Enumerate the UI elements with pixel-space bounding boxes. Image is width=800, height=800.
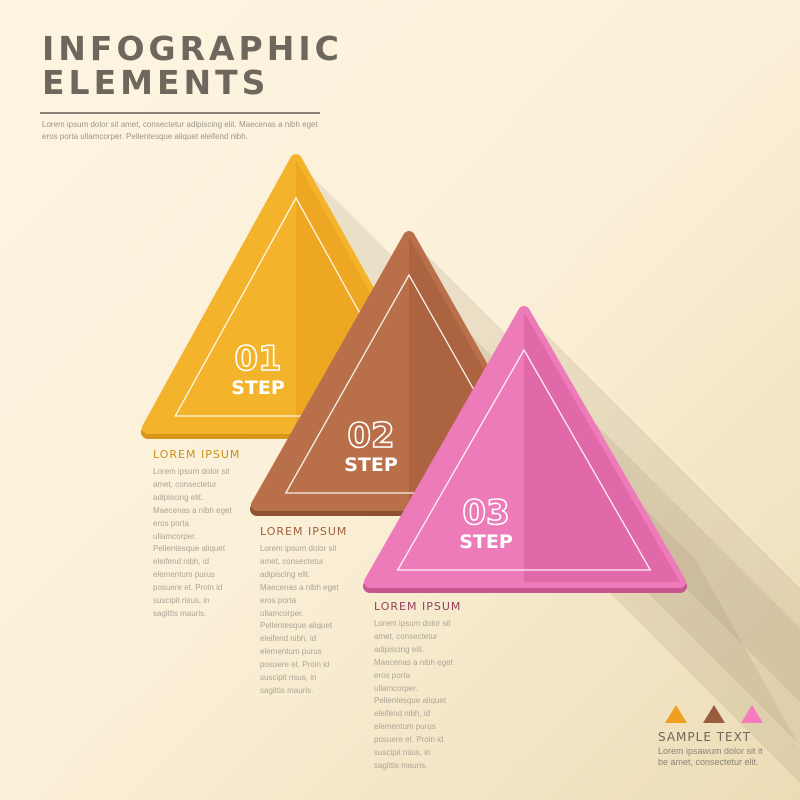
step-3-body: Lorem ipsum dolor sit amet, consectetur … [374, 619, 453, 770]
step-1-label: STEP [231, 377, 285, 399]
step-3-long-shadow [524, 312, 800, 702]
step-1-description: LOREM IPSUM Lorem ipsum dolor sit amet, … [153, 448, 263, 621]
legend-triangle-pink-icon [741, 705, 763, 723]
step-3-shaded-half [524, 312, 680, 582]
legend: SAMPLE TEXT Lorem ipsawum dolor sit it b… [658, 704, 764, 768]
title-line-1: INFOGRAPHIC [42, 29, 343, 68]
step-2-heading: LOREM IPSUM [260, 525, 348, 538]
step-3-inner-outline [396, 348, 652, 571]
step-1-inner-outline [174, 196, 418, 417]
step-3-description: LOREM IPSUM Lorem ipsum dolor sit amet, … [374, 600, 484, 773]
step-2-body: Lorem ipsum dolor sit amet, consectetur … [260, 544, 339, 695]
step-1-number: 01 [234, 339, 281, 379]
step-2-inner-outline [284, 273, 534, 494]
step-3-label: STEP [459, 531, 513, 553]
step-3-heading: LOREM IPSUM [374, 600, 462, 613]
step-2-label: STEP [344, 454, 398, 476]
page-title: INFOGRAPHIC ELEMENTS [42, 32, 343, 100]
intro-text: Lorem ipsum dolor sit amet, consectetur … [42, 120, 318, 141]
step-2-number: 02 [347, 416, 394, 456]
step-3-number: 03 [462, 493, 509, 533]
step-1-body: Lorem ipsum dolor sit amet, consectetur … [153, 467, 232, 618]
step-1-heading: LOREM IPSUM [153, 448, 241, 461]
title-line-2: ELEMENTS [42, 63, 270, 102]
legend-title: SAMPLE TEXT [658, 730, 751, 744]
legend-triangle-orange-icon [665, 705, 687, 723]
step-2-description: LOREM IPSUM Lorem ipsum dolor sit amet, … [260, 525, 370, 698]
legend-text: Lorem ipsawum dolor sit it be amet, cons… [658, 746, 763, 767]
title-divider [40, 112, 320, 114]
legend-triangle-brown-icon [703, 705, 725, 723]
